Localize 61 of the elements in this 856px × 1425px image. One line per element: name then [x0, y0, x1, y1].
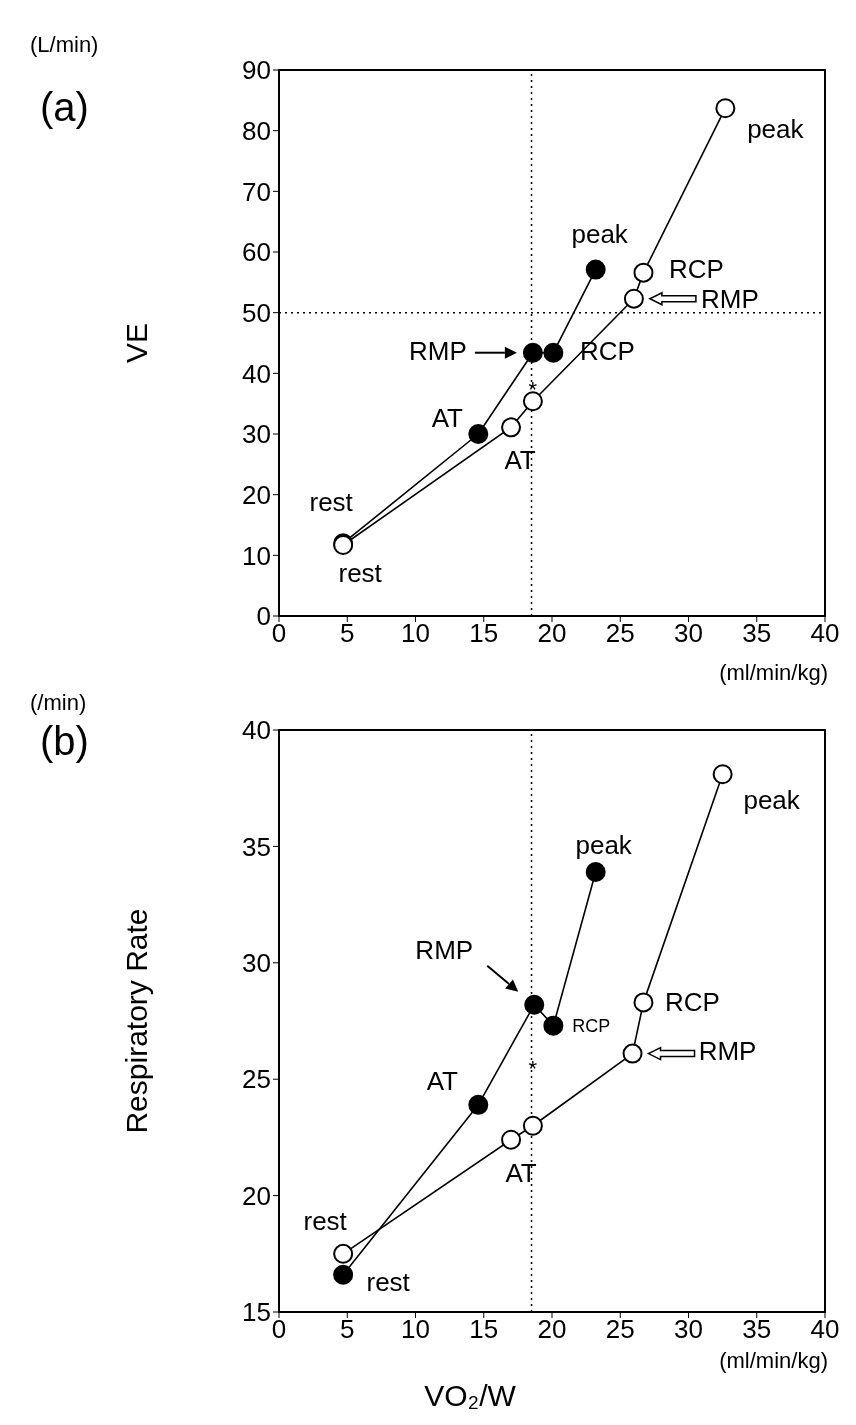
y-tick-label: 25: [242, 1064, 271, 1095]
annotation: RCP: [665, 987, 720, 1018]
y-tick-label: 20: [242, 479, 271, 510]
x-tick-label: 5: [340, 1314, 355, 1345]
y-tick-label: 20: [242, 1180, 271, 1211]
x-tick-label: 25: [605, 618, 635, 649]
x-tick-label: 40: [810, 618, 840, 649]
x-axis-title: VO₂/W: [424, 1378, 517, 1412]
text: (ml/min/kg): [719, 1347, 828, 1373]
y-tick-label: 60: [242, 237, 271, 268]
x-tick-label: 35: [742, 618, 772, 649]
x-tick-label: 10: [401, 618, 430, 649]
y-tick-label: 30: [242, 419, 271, 450]
y-tick-label: 35: [242, 831, 271, 862]
x-tick-label: 30: [674, 1314, 703, 1345]
annotation: rest: [338, 557, 383, 588]
annotation: rest: [303, 1205, 348, 1236]
text: (/min): [30, 689, 87, 715]
annotation: peak: [571, 219, 629, 250]
annotation: RCP: [669, 253, 724, 284]
annotation: AT: [504, 445, 536, 476]
annotation: rest: [309, 487, 354, 518]
y-axis-title: Respiratory Rate: [119, 908, 153, 1134]
y-tick-label: 30: [242, 948, 271, 979]
text: (ml/min/kg): [719, 659, 828, 685]
annotation: peak: [747, 114, 805, 145]
annotation: *: [528, 1055, 538, 1081]
y-tick-label: 80: [242, 115, 271, 146]
annotation: RCP: [579, 335, 635, 366]
y-axis-title: VE: [119, 322, 153, 364]
annotation: RCP: [572, 1016, 611, 1037]
x-tick-label: 15: [469, 618, 499, 649]
x-tick-label: 40: [810, 1314, 840, 1345]
y-tick-label: 70: [242, 176, 271, 207]
annotation: rest: [366, 1266, 411, 1297]
x-tick-label: 30: [674, 618, 703, 649]
text: (a): [40, 84, 89, 129]
annotation: AT: [505, 1157, 537, 1188]
annotation: AT: [426, 1065, 459, 1096]
annotation: peak: [575, 829, 633, 860]
x-tick-label: 25: [605, 1314, 635, 1345]
x-tick-label: 5: [340, 618, 355, 649]
annotation: RMP: [415, 934, 474, 965]
annotation: RMP: [698, 1036, 757, 1067]
y-tick-label: 40: [242, 358, 271, 389]
annotation: AT: [431, 402, 464, 433]
annotation: RMP: [701, 283, 759, 314]
y-tick-label: 50: [242, 297, 271, 328]
x-tick-label: 20: [537, 1314, 567, 1345]
x-tick-label: 35: [742, 1314, 772, 1345]
text: (L/min): [30, 31, 99, 57]
x-tick-label: 20: [537, 618, 567, 649]
text: (b): [40, 718, 89, 763]
y-tick-label: 90: [242, 55, 271, 86]
annotation: RMP: [409, 335, 467, 366]
y-tick-label: 10: [242, 540, 271, 571]
annotation: peak: [743, 785, 801, 816]
y-tick-label: 40: [242, 715, 271, 746]
x-tick-label: 15: [469, 1314, 499, 1345]
x-tick-label: 10: [401, 1314, 430, 1345]
annotation: *: [528, 376, 538, 402]
